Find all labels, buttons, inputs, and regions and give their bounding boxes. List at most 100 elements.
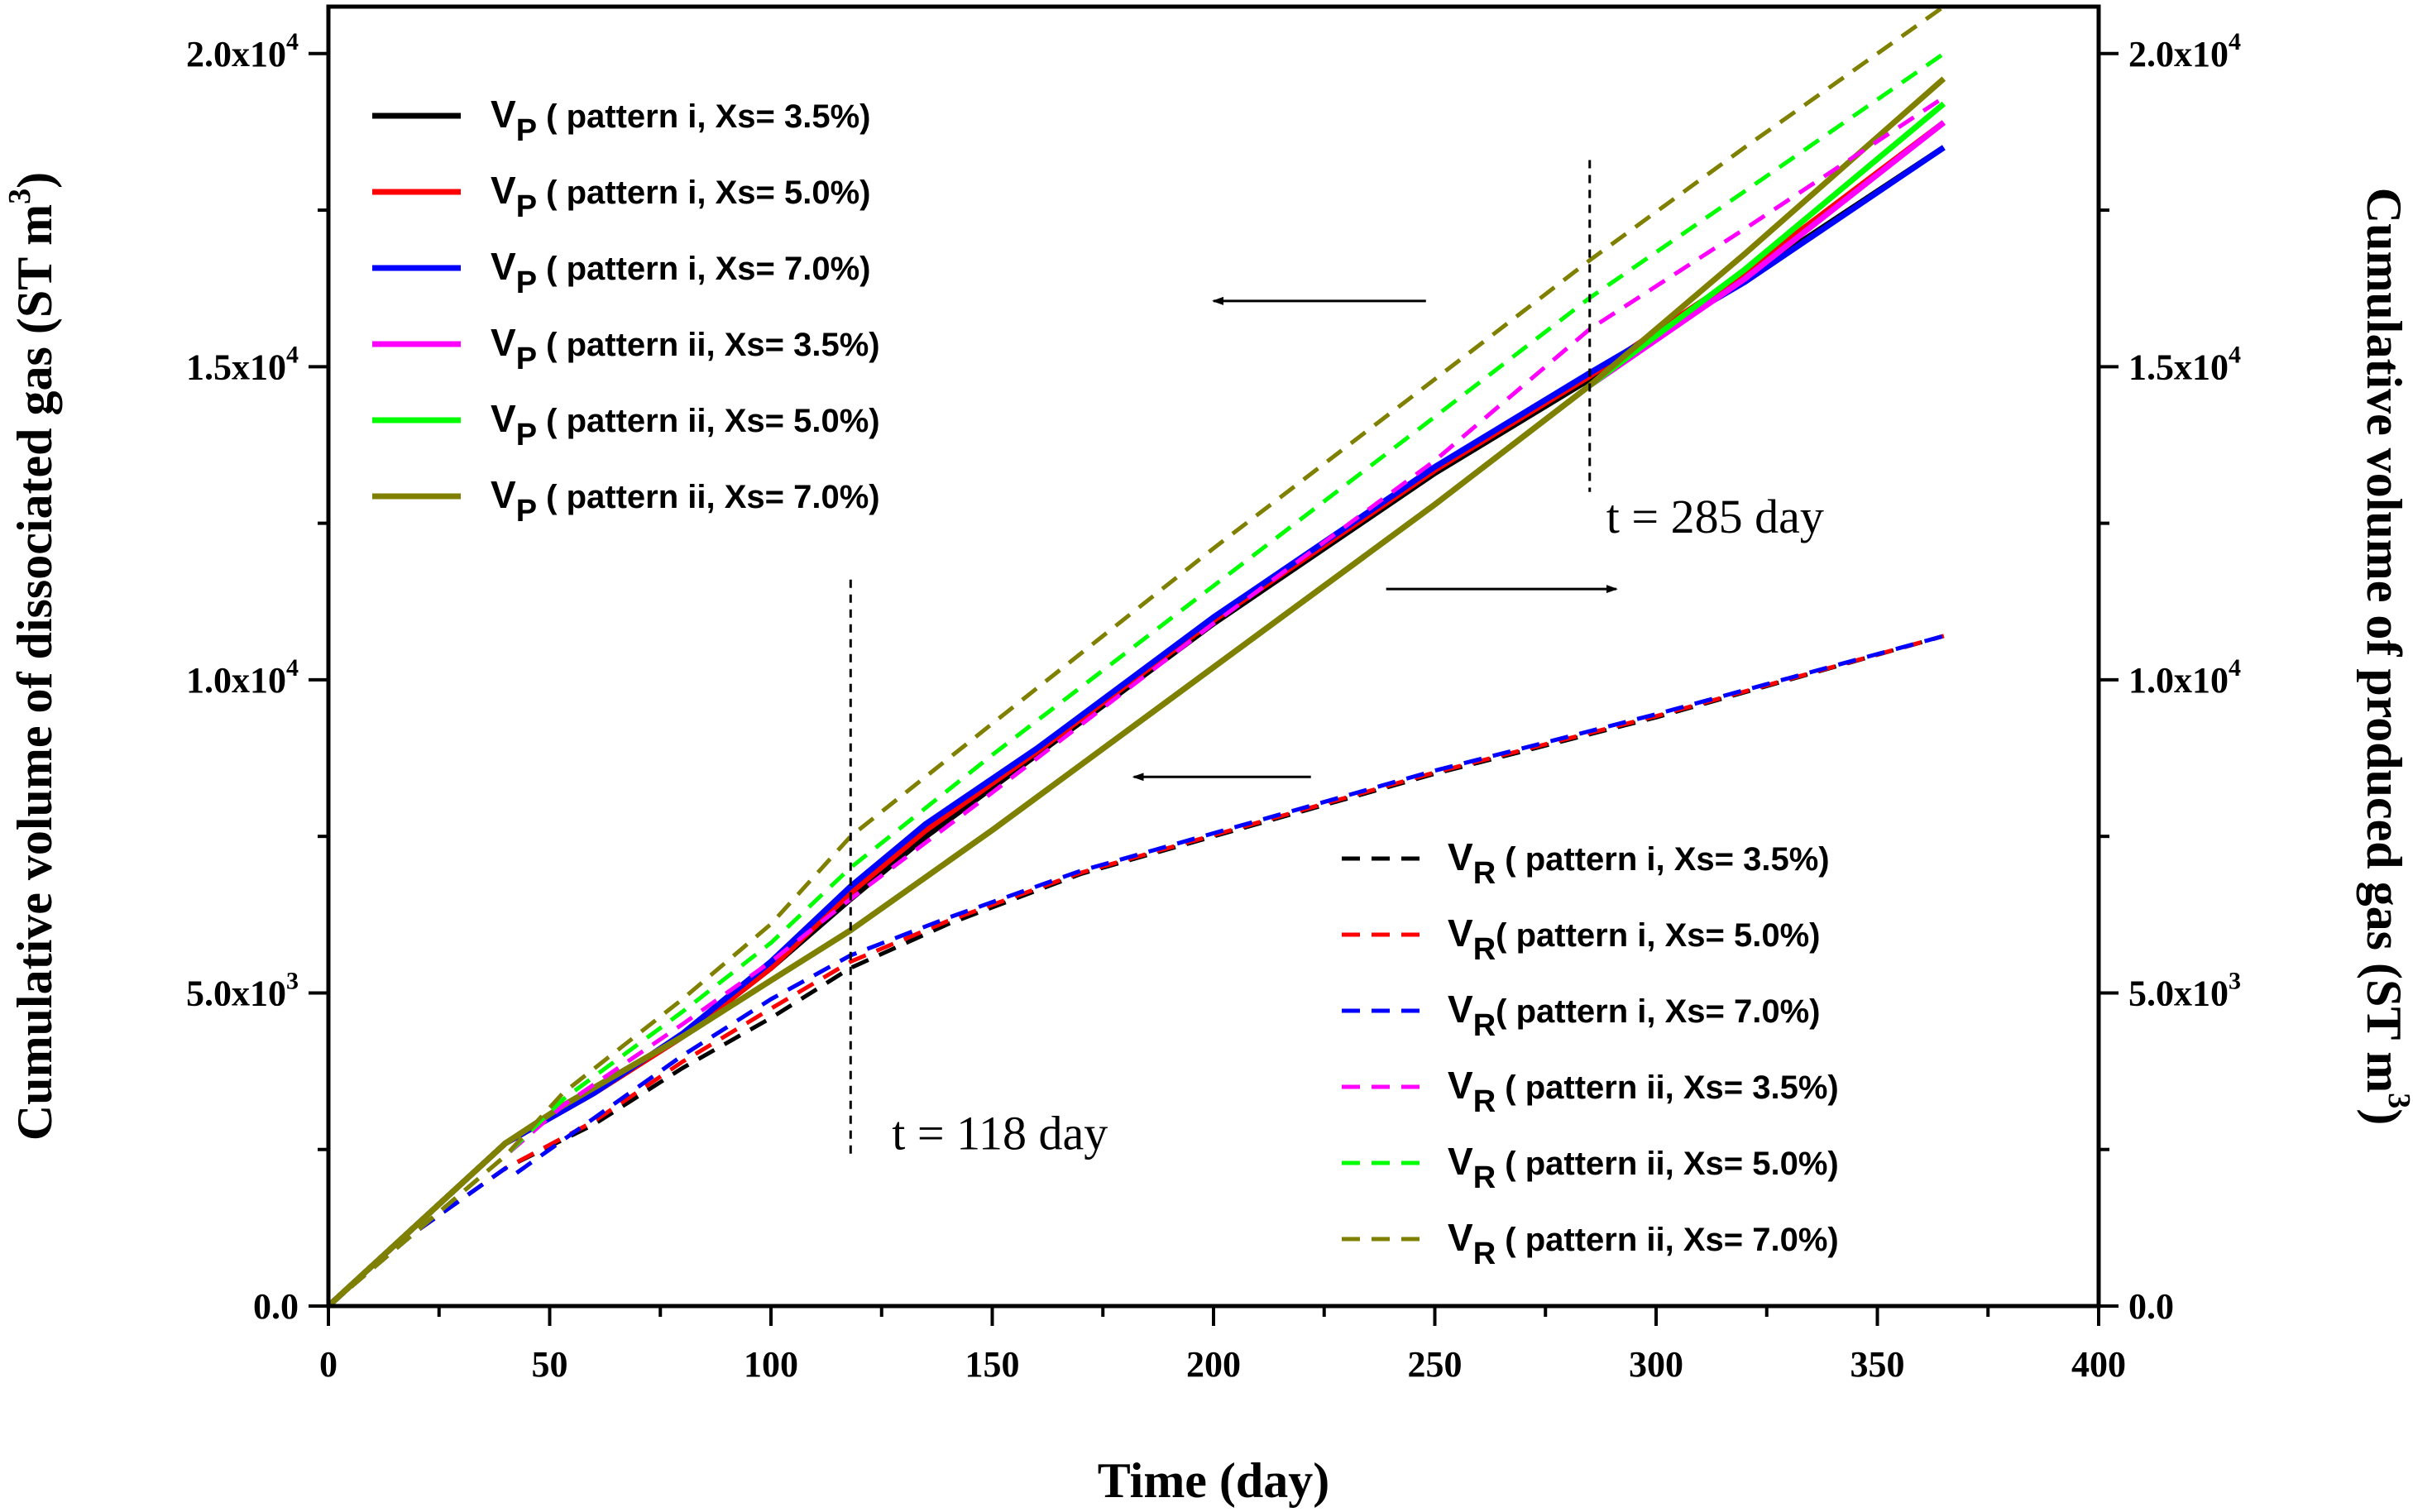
y-right-tick-exponent: 4	[2229, 341, 2241, 368]
y-right-tick-mantissa: 5.0x10	[2128, 973, 2229, 1013]
legend-label-1: VP ( pattern i, Xs= 5.0%)	[491, 169, 871, 224]
y-left-tick-mantissa: 5.0x10	[186, 973, 286, 1013]
legend-subscript: R	[1473, 856, 1496, 891]
y-right-tick-label: 0.0	[2128, 1286, 2174, 1327]
y-right-tick-label: 1.5x104	[2128, 341, 2241, 387]
y-right-tick-mantissa: 2.0x10	[2128, 34, 2229, 74]
legend-symbol: V	[491, 245, 516, 288]
legend-subscript: P	[516, 113, 537, 148]
legend-symbol: V	[491, 321, 516, 364]
series-line-8	[327, 634, 1945, 1308]
legend-label-3: VP ( pattern ii, Xs= 3.5%)	[491, 321, 880, 376]
legend-symbol: V	[491, 93, 516, 136]
x-axis-title: Time (day)	[1098, 1453, 1330, 1508]
legend-description: ( pattern i, Xs= 3.5%)	[1496, 841, 1829, 878]
legend-label-0: VP ( pattern i, Xs= 3.5%)	[491, 93, 871, 148]
series-line-6	[327, 634, 1945, 1308]
legend-subscript: P	[516, 189, 537, 224]
y-right-tick-label: 5.0x103	[2128, 967, 2241, 1013]
x-tick-label-250: 250	[1408, 1344, 1463, 1385]
legend-symbol: V	[1448, 912, 1473, 955]
legend-description: ( pattern ii, Xs= 5.0%)	[537, 403, 880, 439]
legend-label-11: VR ( pattern ii, Xs= 7.0%)	[1448, 1216, 1839, 1271]
y-right-axis-title-end: )	[2357, 1108, 2411, 1125]
legend-label-9: VR ( pattern ii, Xs= 3.5%)	[1448, 1064, 1839, 1119]
y-left-axis-title: Cumulative volume of dissociated gas (ST…	[2, 172, 62, 1141]
legend-description: ( pattern i, Xs= 5.0%)	[537, 175, 870, 211]
legend-label-7: VR( pattern i, Xs= 5.0%)	[1448, 912, 1820, 967]
y-left-tick-exponent: 4	[286, 341, 299, 368]
x-tick-label-0: 0	[319, 1344, 338, 1385]
legend-description: ( pattern i, Xs= 3.5%)	[537, 98, 870, 135]
legend-description: ( pattern ii, Xs= 5.0%)	[1496, 1146, 1839, 1182]
legend-subscript: R	[1473, 1008, 1496, 1043]
legend-label-4: VP ( pattern ii, Xs= 5.0%)	[491, 397, 880, 452]
y-left-tick-label: 0.0	[253, 1286, 299, 1327]
legend-subscript: P	[516, 418, 537, 452]
y-right-axis-title-sup: 3	[2382, 1093, 2413, 1108]
y-right-axis-title: Cumulative volume of produced gas (ST m3…	[2357, 188, 2413, 1126]
x-tick-label-300: 300	[1629, 1344, 1683, 1385]
x-tick-label-400: 400	[2071, 1344, 2126, 1385]
legend-subscript: R	[1473, 1237, 1496, 1271]
legend-subscript: R	[1473, 1160, 1496, 1195]
legend-description: ( pattern ii, Xs= 7.0%)	[537, 479, 880, 515]
x-tick-label-150: 150	[965, 1344, 1020, 1385]
y-right-tick-label: 2.0x104	[2128, 28, 2241, 74]
legend-subscript: P	[516, 494, 537, 529]
legend-symbol: V	[1448, 1140, 1473, 1183]
legend-description: ( pattern i, Xs= 7.0%)	[537, 251, 870, 287]
legend-label-8: VR( pattern i, Xs= 7.0%)	[1448, 988, 1820, 1043]
legend-label-10: VR ( pattern ii, Xs= 5.0%)	[1448, 1140, 1839, 1195]
legend-symbol: V	[1448, 835, 1473, 878]
legend-subscript: P	[516, 342, 537, 376]
legend-label-5: VP ( pattern ii, Xs= 7.0%)	[491, 473, 880, 529]
y-right-tick-label: 1.0x104	[2128, 654, 2241, 701]
y-left-tick-exponent: 4	[286, 28, 299, 55]
legend-label-6: VR ( pattern i, Xs= 3.5%)	[1448, 835, 1830, 891]
y-left-tick-exponent: 4	[286, 654, 299, 682]
legend-symbol: V	[1448, 1064, 1473, 1107]
legend-description: ( pattern ii, Xs= 3.5%)	[1496, 1069, 1839, 1106]
y-left-tick-label: 2.0x104	[186, 28, 299, 74]
legend-subscript: R	[1473, 932, 1496, 967]
legend-subscript: R	[1473, 1084, 1496, 1119]
x-tick-label-50: 50	[532, 1344, 568, 1385]
y-right-axis-title-text: Cumulative volume of produced gas (ST m	[2357, 188, 2411, 1093]
x-tick-label-100: 100	[744, 1344, 798, 1385]
series-line-7	[327, 634, 1945, 1308]
series-line-11	[327, 4, 1946, 1308]
legend-subscript: P	[516, 266, 537, 300]
y-left-tick-exponent: 3	[286, 967, 299, 994]
legend-description: ( pattern i, Xs= 5.0%)	[1496, 917, 1820, 954]
y-left-tick-mantissa: 2.0x10	[186, 34, 286, 74]
x-tick-label-200: 200	[1186, 1344, 1241, 1385]
y-left-tick-label: 1.5x104	[186, 341, 299, 387]
y-left-tick-mantissa: 0.0	[253, 1286, 299, 1327]
y-left-axis-title-end: )	[7, 172, 62, 189]
annotation-label-0: t = 285 day	[1606, 490, 1824, 543]
y-right-tick-exponent: 4	[2229, 28, 2241, 55]
legend-symbol: V	[491, 397, 516, 440]
y-left-tick-mantissa: 1.0x10	[186, 660, 286, 701]
y-left-tick-label: 1.0x104	[186, 654, 299, 701]
y-left-tick-mantissa: 1.5x10	[186, 347, 286, 387]
legend-description: ( pattern i, Xs= 7.0%)	[1496, 993, 1820, 1030]
y-left-axis-title-text: Cumulative volume of dissociated gas (ST…	[7, 204, 62, 1141]
y-right-tick-mantissa: 1.0x10	[2128, 660, 2229, 701]
legend-symbol: V	[1448, 988, 1473, 1031]
legend-description: ( pattern ii, Xs= 3.5%)	[537, 327, 880, 363]
legend-symbol: V	[491, 473, 516, 516]
y-left-axis-title-sup: 3	[2, 189, 37, 204]
y-right-tick-exponent: 3	[2229, 967, 2241, 994]
y-left-tick-label: 5.0x103	[186, 967, 299, 1013]
y-right-tick-mantissa: 0.0	[2128, 1286, 2174, 1327]
legend-label-2: VP ( pattern i, Xs= 7.0%)	[491, 245, 871, 300]
legend-description: ( pattern ii, Xs= 7.0%)	[1496, 1222, 1839, 1258]
annotation-label-1: t = 118 day	[892, 1107, 1108, 1160]
x-tick-label-350: 350	[1850, 1344, 1905, 1385]
y-right-tick-mantissa: 1.5x10	[2128, 347, 2229, 387]
legend-symbol: V	[491, 169, 516, 212]
